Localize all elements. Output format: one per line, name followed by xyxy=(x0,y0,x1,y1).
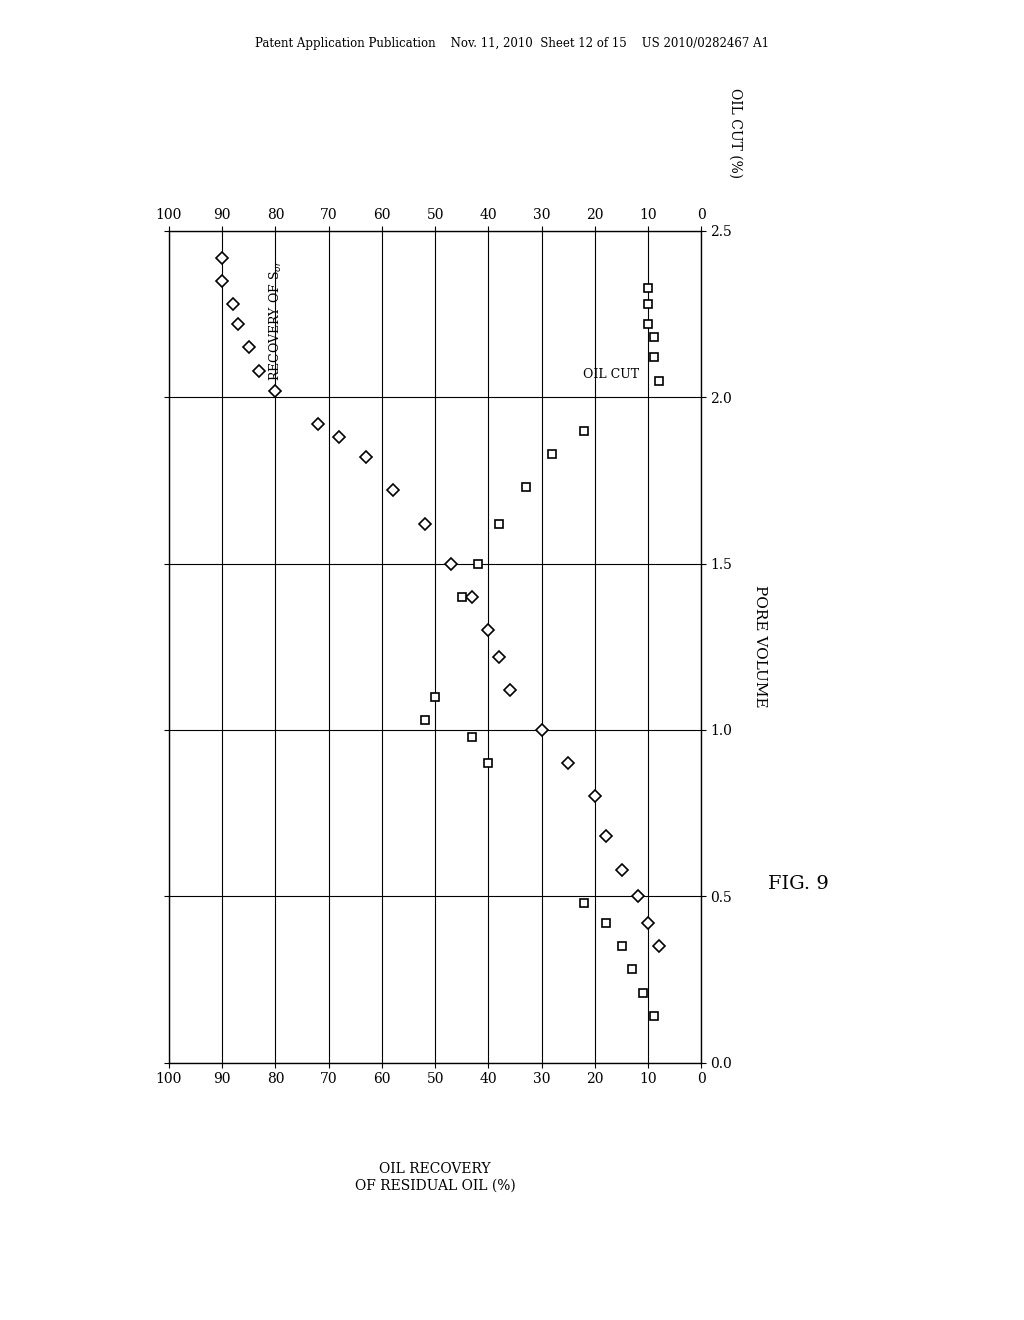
Text: PORE VOLUME: PORE VOLUME xyxy=(753,586,767,708)
Text: OIL CUT: OIL CUT xyxy=(583,368,639,380)
Text: FIG. 9: FIG. 9 xyxy=(768,875,829,894)
Text: Patent Application Publication    Nov. 11, 2010  Sheet 12 of 15    US 2010/02824: Patent Application Publication Nov. 11, … xyxy=(255,37,769,50)
Text: RECOVERY OF S$_{or}$: RECOVERY OF S$_{or}$ xyxy=(267,260,284,380)
X-axis label: OIL RECOVERY
OF RESIDUAL OIL (%): OIL RECOVERY OF RESIDUAL OIL (%) xyxy=(355,1162,515,1192)
Text: OIL CUT (%): OIL CUT (%) xyxy=(728,88,742,178)
